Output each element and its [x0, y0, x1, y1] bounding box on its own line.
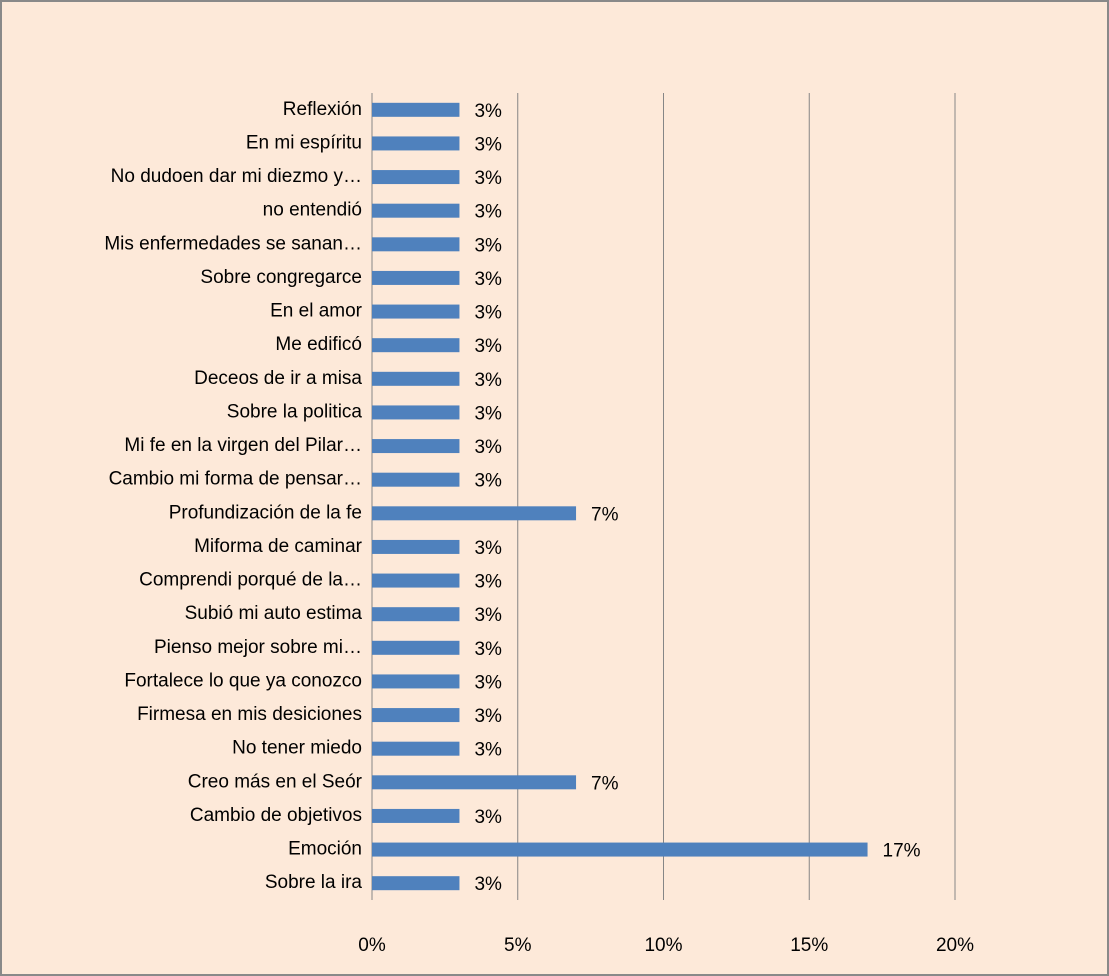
- value-label: 3%: [474, 303, 502, 324]
- y-tick-label: Cambio de objetivos: [190, 805, 362, 826]
- x-tick-label: 20%: [936, 935, 974, 956]
- bar: [372, 203, 460, 218]
- value-label: 3%: [474, 202, 502, 223]
- bar: [372, 237, 460, 252]
- bar: [372, 506, 577, 521]
- y-tick-label: Mis enfermedades se sanan…: [104, 233, 362, 254]
- bar: [372, 607, 460, 622]
- bar: [372, 876, 460, 891]
- value-label: 3%: [474, 740, 502, 761]
- bar: [372, 136, 460, 151]
- bar: [372, 371, 460, 386]
- y-tick-label: no entendió: [263, 200, 362, 221]
- y-tick-label: Me edificó: [275, 334, 362, 355]
- value-label: 17%: [883, 841, 921, 862]
- bar: [372, 808, 460, 823]
- y-tick-label: No tener miedo: [232, 738, 362, 759]
- value-label: 3%: [474, 235, 502, 256]
- value-label: 3%: [474, 874, 502, 895]
- bar: [372, 640, 460, 655]
- value-label: 3%: [474, 370, 502, 391]
- y-tick-label: Cambio mi forma de pensar…: [109, 469, 362, 490]
- value-label: 3%: [474, 168, 502, 189]
- value-label: 3%: [474, 437, 502, 458]
- bar: [372, 539, 460, 554]
- bar: [372, 708, 460, 723]
- value-label: 3%: [474, 572, 502, 593]
- y-tick-label: Subió mi auto estima: [185, 603, 363, 624]
- bar: [372, 573, 460, 588]
- bar: [372, 270, 460, 285]
- y-tick-label: Miforma de caminar: [194, 536, 363, 557]
- bar: [372, 674, 460, 689]
- bar: [372, 472, 460, 487]
- bar: [372, 842, 868, 857]
- value-label: 7%: [591, 773, 619, 794]
- bar: [372, 405, 460, 420]
- value-label: 3%: [474, 101, 502, 122]
- value-label: 3%: [474, 471, 502, 492]
- y-tick-label: Emoción: [288, 839, 362, 860]
- y-tick-label: Reflexión: [283, 99, 362, 120]
- value-label: 3%: [474, 538, 502, 559]
- y-tick-label: Creo más en el Seór: [188, 771, 363, 792]
- bar: [372, 102, 460, 117]
- y-tick-label: Comprendi porqué de la…: [139, 570, 362, 591]
- value-label: 3%: [474, 605, 502, 626]
- bar: [372, 338, 460, 353]
- y-tick-label: Pienso mejor sobre mi…: [154, 637, 362, 658]
- value-label: 3%: [474, 706, 502, 727]
- value-label: 3%: [474, 672, 502, 693]
- y-tick-label: Fortalece lo que ya conozco: [124, 670, 362, 691]
- y-tick-label: Firmesa en mis desiciones: [137, 704, 362, 725]
- x-tick-label: 15%: [790, 935, 828, 956]
- bar: [372, 170, 460, 185]
- value-label: 3%: [474, 269, 502, 290]
- bar: [372, 439, 460, 454]
- value-label: 3%: [474, 403, 502, 424]
- y-tick-label: En el amor: [270, 301, 363, 322]
- y-tick-label: Sobre congregarce: [200, 267, 362, 288]
- y-tick-label: Profundización de la fe: [169, 502, 362, 523]
- bar: [372, 304, 460, 319]
- value-label: 3%: [474, 134, 502, 155]
- value-label: 3%: [474, 639, 502, 660]
- y-tick-label: Deceos de ir a misa: [194, 368, 362, 389]
- x-tick-label: 0%: [358, 935, 386, 956]
- bar: [372, 741, 460, 756]
- y-tick-label: Mi fe en la virgen del Pilar…: [124, 435, 362, 456]
- y-tick-label: En mi espíritu: [246, 132, 362, 153]
- x-tick-label: 10%: [644, 935, 682, 956]
- bar: [372, 775, 577, 790]
- y-tick-label: Sobre la ira: [265, 872, 363, 893]
- value-label: 3%: [474, 336, 502, 357]
- value-label: 3%: [474, 807, 502, 828]
- value-label: 7%: [591, 504, 619, 525]
- y-tick-label: Sobre la politica: [227, 401, 363, 422]
- x-tick-label: 5%: [504, 935, 532, 956]
- y-tick-label: No dudoen dar mi diezmo y…: [111, 166, 362, 187]
